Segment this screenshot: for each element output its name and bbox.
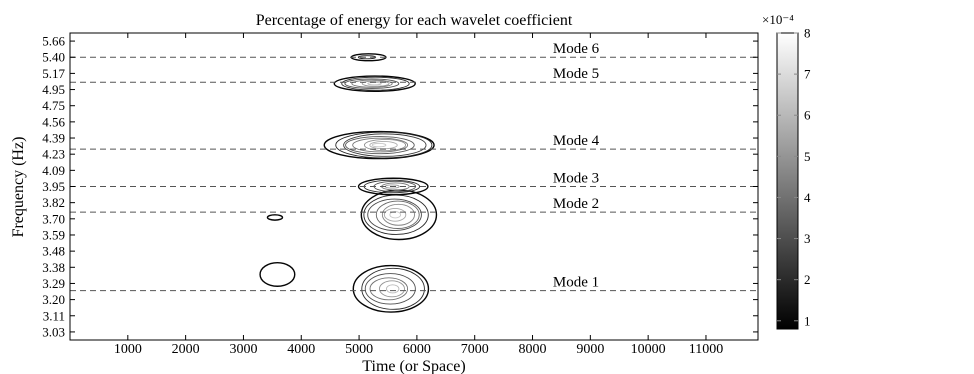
y-tick-label: 3.11	[43, 308, 65, 323]
contour-line	[361, 80, 390, 87]
energy-region-7	[259, 261, 296, 287]
y-tick-label: 3.20	[42, 292, 65, 307]
y-tick-label: 4.39	[42, 131, 65, 146]
x-tick-label: 1000	[114, 342, 142, 357]
contour-line	[371, 142, 387, 148]
colorbar-tick-label: 7	[804, 67, 811, 82]
contour-line	[266, 214, 284, 221]
energy-region-5	[333, 75, 416, 93]
contour-line	[379, 280, 405, 298]
colorbar	[776, 32, 799, 330]
contour-line	[352, 137, 409, 153]
y-tick-label: 3.70	[42, 211, 65, 226]
chart-title: Percentage of energy for each wavelet co…	[256, 12, 573, 29]
x-tick-label: 6000	[403, 342, 431, 357]
colorbar-tick-label: 8	[804, 26, 811, 41]
x-tick-label: 8000	[519, 342, 547, 357]
colorbar-tick-label: 2	[804, 272, 811, 287]
y-tick-label: 4.95	[42, 82, 65, 97]
contour-line	[333, 75, 416, 93]
y-axis-label: Frequency (Hz)	[10, 137, 27, 238]
energy-region-1	[352, 264, 430, 313]
y-tick-label: 5.66	[42, 34, 65, 49]
y-tick-label: 3.29	[42, 276, 65, 291]
mode-label: Mode 1	[553, 275, 599, 291]
y-tick-label: 5.40	[42, 50, 65, 65]
y-tick-label: 3.48	[42, 244, 65, 259]
x-tick-label: 2000	[172, 342, 200, 357]
x-tick-label: 9000	[576, 342, 604, 357]
colorbar-exponent: ×10⁻⁴	[762, 12, 794, 27]
mode-label: Mode 6	[553, 41, 600, 57]
y-tick-label: 3.59	[42, 227, 65, 242]
contour-line	[345, 136, 415, 155]
y-tick-label: 3.03	[42, 324, 65, 339]
x-tick-label: 4000	[287, 342, 315, 357]
y-tick-label: 4.56	[42, 114, 65, 129]
x-tick-label: 5000	[345, 342, 373, 357]
y-tick-label: 4.09	[42, 163, 65, 178]
x-tick-label: 10000	[631, 342, 666, 357]
y-tick-label: 4.75	[42, 98, 65, 113]
mode-label: Mode 3	[553, 171, 599, 187]
contour-line	[259, 261, 296, 287]
contour-layer	[259, 53, 438, 313]
contour-line	[352, 264, 430, 313]
energy-region-8	[266, 214, 284, 221]
x-tick-label: 7000	[461, 342, 489, 357]
contour-line	[369, 277, 409, 301]
contour-line	[341, 76, 410, 91]
y-tick-label: 3.38	[42, 260, 65, 275]
mode-label: Mode 4	[553, 133, 600, 149]
contour-line	[363, 139, 407, 152]
colorbar-ticks: 1 2 3 4 5 6 7 8	[777, 26, 811, 328]
energy-region-4	[323, 130, 435, 160]
x-axis-label: Time (or Space)	[362, 358, 465, 374]
contour-line	[351, 79, 393, 88]
contour-line	[335, 131, 433, 159]
contour-line	[389, 211, 402, 219]
mode-label: Mode 2	[553, 196, 599, 212]
contour-line	[375, 200, 420, 229]
x-tick-label: 11000	[689, 342, 723, 357]
contour-line	[385, 284, 400, 294]
contour-line	[344, 78, 400, 89]
colorbar-tick-label: 3	[804, 231, 811, 246]
mode-lines: Mode 1 Mode 2 Mode 3 Mode 4 Mode 5 Mode 6	[70, 41, 758, 292]
y-axis: 3.033.113.203.293.383.48 3.593.703.823.95…	[42, 34, 758, 339]
x-tick-label: 3000	[229, 342, 257, 357]
contour-line	[323, 130, 435, 160]
contour-line	[383, 207, 407, 222]
contour-line	[361, 267, 425, 310]
y-tick-label: 3.82	[42, 195, 65, 210]
contour-line	[367, 198, 422, 231]
y-tick-label: 4.23	[42, 147, 65, 162]
contour-line	[343, 133, 427, 157]
y-tick-label: 5.17	[42, 66, 65, 81]
colorbar-tick-label: 4	[804, 190, 811, 205]
colorbar-tick-label: 5	[804, 149, 811, 164]
y-tick-label: 3.95	[42, 179, 65, 194]
contour-line	[357, 177, 429, 196]
colorbar-tick-label: 1	[804, 313, 811, 328]
contour-line	[364, 273, 416, 305]
x-axis: 1000 2000 3000 4000 5000 6000 7000 8000 9000 1000…	[114, 33, 723, 357]
contour-line	[381, 203, 416, 226]
mode-label: Mode 5	[553, 66, 599, 82]
colorbar-tick-label: 6	[804, 108, 811, 123]
